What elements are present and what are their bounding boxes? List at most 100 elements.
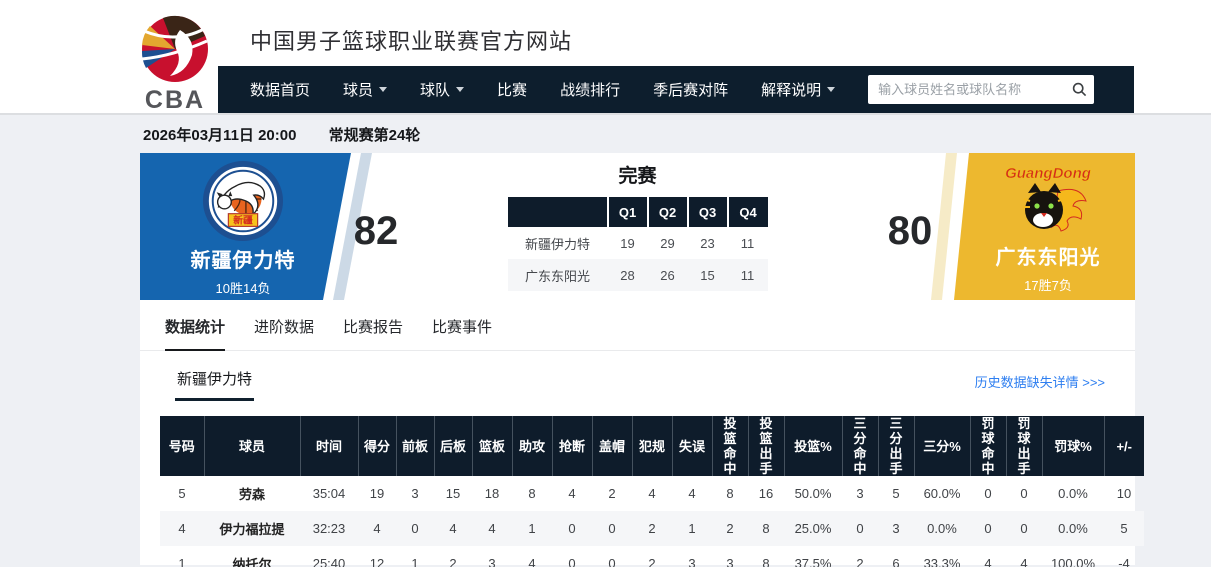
stat-value: 0 (608, 556, 616, 567)
nav-label: 球员 (343, 82, 374, 99)
tab-stats[interactable]: 数据统计 (165, 316, 226, 351)
quarters-box: 完赛 Q1 Q2 Q3 Q4 新疆伊力特 19 29 23 11 广东东阳光 28 26 15 11 (507, 161, 768, 291)
search-input[interactable] (868, 82, 1065, 97)
quarter-score: 11 (740, 267, 755, 283)
stat-value: 2 (726, 521, 734, 536)
stat-value: 16 (758, 486, 774, 501)
player-stats-table: 号码 球员 时间 得分 前板 后板 篮板 助攻 抢断 盖帽 犯规 失误 投篮命中 投篮出手 投篮% 三分命中 三… (160, 416, 1144, 567)
home-logo-badge-text: 新疆 (233, 213, 253, 226)
stats-column-header: 前板 (396, 416, 435, 476)
stat-value: 0 (1020, 486, 1028, 501)
cba-logo-icon: CBA (141, 15, 208, 114)
stats-column-header: 助攻 (512, 416, 553, 476)
stat-value: 0 (1020, 521, 1028, 536)
nav-item-games[interactable]: 比赛 (497, 79, 527, 100)
quarter-score: 28 (620, 267, 635, 283)
quarters-team-name: 新疆伊力特 (524, 236, 590, 252)
player-name: 纳托尔 (232, 557, 272, 567)
stat-value: 5 (1120, 521, 1128, 536)
history-data-link[interactable]: 历史数据缺失详情 >>> (974, 375, 1105, 390)
stat-value: 4 (1020, 556, 1028, 567)
quarter-header: Q2 (647, 197, 689, 227)
stat-value: 4 (648, 486, 656, 501)
stats-column-header: 得分 (358, 416, 397, 476)
stat-value: 37.5% (794, 556, 832, 567)
away-team-record: 17胜7负 (1024, 278, 1072, 293)
stat-value: 0 (856, 521, 864, 536)
stat-value: 8 (762, 556, 770, 567)
stat-value: 19 (369, 486, 385, 501)
stat-value: 0 (984, 486, 992, 501)
home-score: 82 (353, 209, 399, 253)
nav-item-standings[interactable]: 战绩排行 (560, 79, 620, 100)
quarters-row: 新疆伊力特 19 29 23 11 (508, 227, 768, 259)
nav-label: 数据首页 (250, 82, 311, 99)
nav-item-players[interactable]: 球员 (343, 79, 388, 100)
tab-events[interactable]: 比赛事件 (432, 319, 493, 336)
stat-value: 5 (892, 486, 900, 501)
game-status: 完赛 (618, 166, 657, 187)
stat-value: 15 (445, 486, 461, 501)
stats-column-header: 投篮命中 (712, 416, 749, 476)
stats-column-header-label: 三分出手 (889, 416, 903, 476)
quarter-score: 26 (660, 267, 675, 283)
search-icon (1072, 82, 1086, 97)
stats-column-header: 盖帽 (592, 416, 633, 476)
cba-logo[interactable]: CBA (133, 12, 217, 117)
nav-label: 球队 (420, 82, 451, 99)
quarters-empty-header (507, 197, 609, 227)
tab-bar: 数据统计 进阶数据 比赛报告 比赛事件 (140, 300, 1135, 351)
stat-value: 0 (568, 556, 576, 567)
cba-logo-text: CBA (145, 86, 205, 112)
stat-value: 0 (608, 521, 616, 536)
stats-column-header: +/- (1104, 416, 1144, 476)
search-button[interactable] (1064, 75, 1094, 104)
quarters-row: 广东东阳光 28 26 15 11 (507, 259, 768, 291)
stat-value: 4 (568, 486, 576, 501)
nav-item-data-home[interactable]: 数据首页 (250, 79, 310, 100)
stat-value: 4 (488, 521, 496, 536)
team-tab-home[interactable]: 新疆伊力特 (175, 368, 255, 401)
stat-value: 1 (528, 521, 536, 536)
nav-label: 季后赛对阵 (653, 82, 729, 99)
nav-label: 战绩排行 (560, 82, 621, 99)
stat-value: 25:40 (312, 556, 346, 567)
stats-column-header-label: 投篮命中 (723, 416, 737, 476)
nav-item-playoffs[interactable]: 季后赛对阵 (653, 79, 728, 100)
nav-item-teams[interactable]: 球队 (420, 79, 465, 100)
nav-label: 解释说明 (761, 82, 822, 99)
stats-column-header: 罚球出手 (1006, 416, 1043, 476)
stat-value: 1 (411, 556, 419, 567)
player-name: 劳森 (238, 487, 265, 502)
tab-advanced[interactable]: 进阶数据 (254, 319, 315, 336)
player-number: 4 (178, 521, 186, 536)
stat-value: 2 (608, 486, 616, 501)
away-team-logo: GuangDong (1005, 165, 1091, 232)
home-team-block: 新疆 新疆伊力特 10胜14负 (140, 153, 346, 300)
stats-column-header-label: 罚球出手 (1017, 416, 1031, 476)
away-team-name: 广东东阳光 (995, 247, 1101, 269)
stat-value: 2 (856, 556, 864, 567)
search-box (868, 75, 1095, 104)
stats-column-header-label: 投篮出手 (759, 416, 773, 476)
stats-column-header: 三分% (914, 416, 971, 476)
stat-value: 0 (411, 521, 419, 536)
stat-value: 4 (528, 556, 536, 567)
stats-column-header-label: 三分命中 (853, 416, 867, 476)
stats-column-header: 罚球% (1042, 416, 1105, 476)
chevron-down-icon (456, 87, 465, 92)
nav-item-glossary[interactable]: 解释说明 (761, 79, 836, 100)
stat-value: 33.3% (923, 556, 961, 567)
stats-column-header: 后板 (434, 416, 473, 476)
page-title: 中国男子篮球职业联赛官方网站 (250, 29, 573, 54)
stat-value: 2 (648, 556, 656, 567)
quarter-score: 15 (700, 267, 715, 283)
home-team-logo: 新疆 (202, 160, 284, 242)
away-logo-brand-text: GuangDong (1005, 165, 1091, 182)
home-team-record: 10胜14负 (215, 281, 271, 296)
tab-report[interactable]: 比赛报告 (343, 319, 404, 336)
stats-column-header: 球员 (204, 416, 301, 476)
stat-value: -4 (1118, 556, 1130, 567)
stat-value: 8 (726, 486, 734, 501)
stats-column-header: 三分命中 (842, 416, 879, 476)
